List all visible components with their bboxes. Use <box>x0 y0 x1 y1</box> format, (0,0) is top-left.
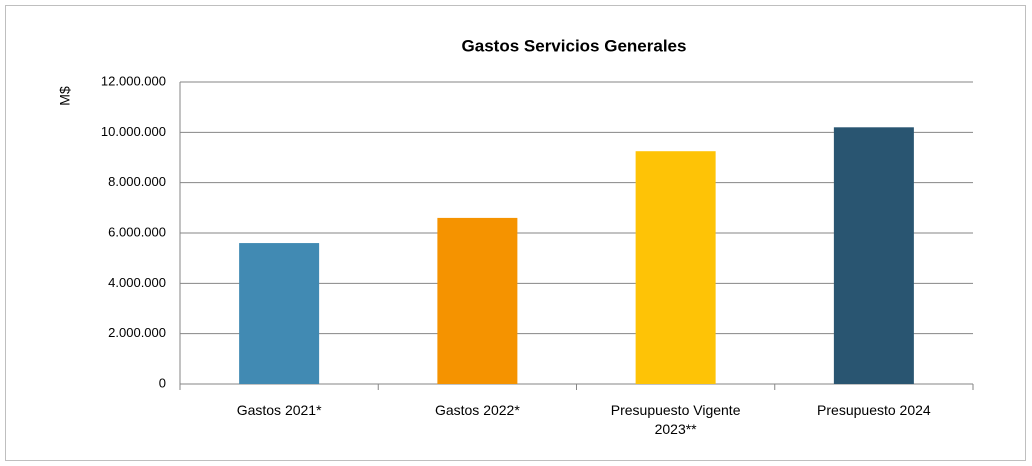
y-tick-label: 0 <box>159 375 166 390</box>
bar <box>437 217 518 384</box>
bar <box>239 243 320 384</box>
chart-title: Gastos Servicios Generales <box>462 36 687 55</box>
bar <box>833 127 914 385</box>
y-tick-label: 2.000.000 <box>108 325 166 340</box>
y-tick-label: 4.000.000 <box>108 275 166 290</box>
y-tick-label: 10.000.000 <box>101 124 166 139</box>
x-tick-label: Gastos 2022* <box>434 402 520 418</box>
x-tick-label: Presupuesto 2024 <box>817 402 931 418</box>
bar <box>635 151 716 384</box>
x-tick-label: Presupuesto Vigente 2023** <box>610 402 741 437</box>
y-tick-label: 6.000.000 <box>108 224 166 239</box>
y-tick-label: 12.000.000 <box>101 73 166 88</box>
x-tick-label: Gastos 2021* <box>236 402 322 418</box>
y-axis-label: M$ <box>57 86 73 106</box>
y-tick-label: 8.000.000 <box>108 174 166 189</box>
